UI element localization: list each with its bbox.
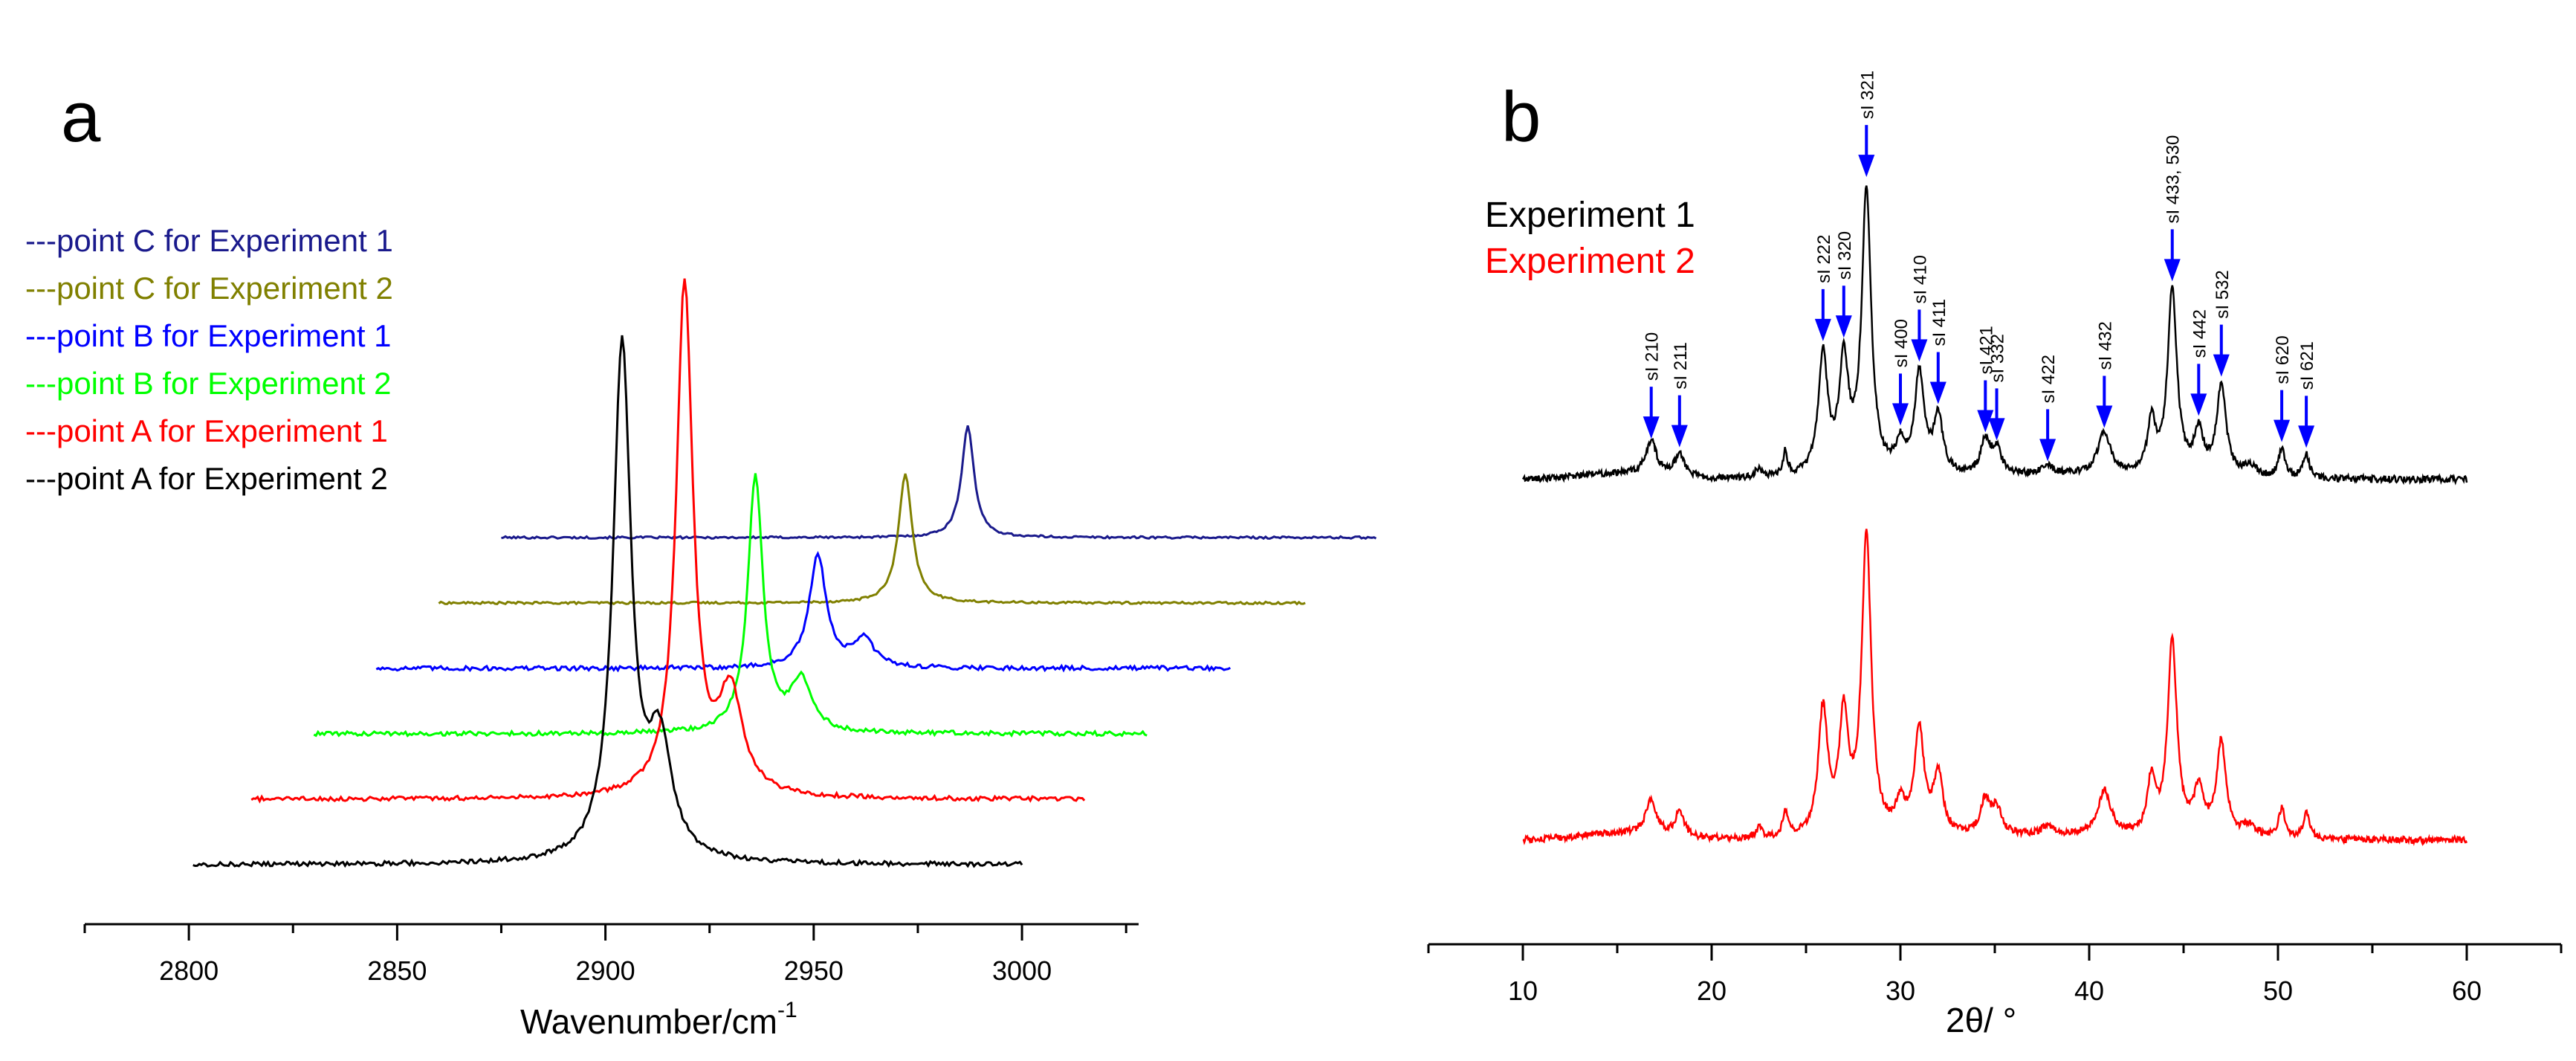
panel-a-x-ticks: 2800 2850 2900 2950 3000 [83,924,1127,986]
panel-b-annotation-arrow-head [1977,410,1994,433]
panel-a-tick-label: 2900 [576,955,635,986]
panel-b-series [1521,185,2468,847]
panel-b-annotation-arrow-head [1858,155,1875,178]
panel-a-series-line [313,473,1148,738]
panel-b-tick-label: 10 [1508,975,1538,1006]
panel-b-annotation-label: sI 320 [1835,231,1855,280]
panel-b-tick-label: 60 [2452,975,2482,1006]
panel-a-label: a [61,77,101,157]
panel-b-annotation-arrow-head [1892,403,1909,426]
panel-b-annotation-arrow-head [2190,393,2207,416]
panel-b-annotation-label: sI 432 [2095,321,2115,370]
panel-b-tick-label: 50 [2263,975,2293,1006]
panel-a-series-line [438,473,1306,606]
panel-a: a ---point C for Experiment 1---point C … [25,77,1377,1041]
panel-a-series-line [375,550,1232,673]
panel-a-series-line [192,335,1023,868]
panel-a-tick-label: 3000 [992,955,1052,986]
panel-b-annotation-label: sI 222 [1814,235,1834,283]
panel-b-annotation-label: sI 433, 530 [2164,135,2184,224]
panel-a-series [192,278,1377,868]
panel-a-x-axis-title: Wavenumber/cm-1 [520,998,797,1041]
panel-a-x-axis-title-sup: -1 [777,998,797,1022]
panel-a-tick-label: 2850 [367,955,427,986]
panel-b-annotation-label: sI 332 [1988,334,2008,382]
panel-a-series-line [250,278,1086,804]
panel-a-legend: ---point C for Experiment 1 ---point C fo… [25,223,393,496]
panel-a-series-line [501,425,1377,541]
panel-b-annotation-arrow-head [2274,419,2291,442]
panel-b-annotation-arrow-head [1814,318,1831,341]
panel-b-annotation-arrow-head [2298,425,2315,448]
panel-b-series-line [1522,529,2468,847]
panel-b-legend-entry: Experiment 2 [1485,242,1695,281]
panel-a-x-axis-title-main: Wavenumber/cm [520,1002,777,1041]
panel-b-annotation-label: sI 442 [2190,309,2210,358]
panel-b-tick-label: 20 [1697,975,1726,1006]
panel-a-legend-entry: ---point C for Experiment 2 [25,271,393,306]
panel-a-legend-entry: ---point A for Experiment 1 [25,413,388,448]
panel-b-annotation-arrow-head [1835,315,1852,338]
panel-b-annotation-label: sI 211 [1671,342,1691,390]
panel-b-x-axis-title: 2θ/ ° [1946,1001,2016,1039]
panel-b-annotation-arrow-head [1929,381,1946,404]
panel-b-annotation-label: sI 532 [2213,270,2233,318]
panel-b-annotation-label: sI 422 [2039,355,2059,403]
panel-b-annotation-arrow-head [1988,418,2005,441]
panel-b-legend-entry: Experiment 1 [1485,196,1695,235]
panel-b-series-line [1521,185,2468,486]
panel-b-label: b [1501,77,1541,157]
panel-b-annotation-label: sI 321 [1857,71,1877,119]
panel-b-tick-label: 40 [2074,975,2104,1006]
panel-b-annotation-label: sI 421 [1976,326,1996,374]
panel-b-annotation-arrow-head [1671,425,1688,448]
panel-b-annotation-arrow-head [2213,354,2230,377]
panel-b-annotation-label: sI 210 [1643,332,1663,381]
panel-b-legend: Experiment 1 Experiment 2 [1485,196,1695,281]
panel-b-annotation-label: sI 621 [2297,341,2317,390]
panel-b-annotation-arrow-head [2164,259,2181,282]
panel-a-legend-entry: ---point B for Experiment 2 [25,366,392,401]
panel-b-annotations: sI 210 sI 211 sI 222 sI 320 sI 321 sI 400 sI 4… [1643,71,2317,462]
panel-b-x-ticks: 10 20 30 40 50 60 [1427,944,2563,1006]
panel-b-annotation-arrow-head [2096,405,2113,428]
panel-b-annotation-label: sI 400 [1891,319,1912,367]
panel-a-tick-label: 2800 [159,955,219,986]
panel-b-annotation-arrow-head [2039,439,2056,462]
panel-b-annotation-label: sI 410 [1910,255,1930,303]
panel-a-legend-entry: ---point A for Experiment 2 [25,461,388,496]
panel-b-annotation-label: sI 411 [1929,299,1949,346]
panel-b-annotation-label: sI 620 [2273,335,2293,384]
panel-a-legend-entry: ---point C for Experiment 1 [25,223,393,258]
panel-b-annotation-arrow-head [1643,416,1660,439]
panel-a-tick-label: 2950 [784,955,844,986]
panel-b-tick-label: 30 [1886,975,1915,1006]
panel-b-annotation-arrow-head [1911,339,1928,362]
panel-a-legend-entry: ---point B for Experiment 1 [25,318,392,353]
